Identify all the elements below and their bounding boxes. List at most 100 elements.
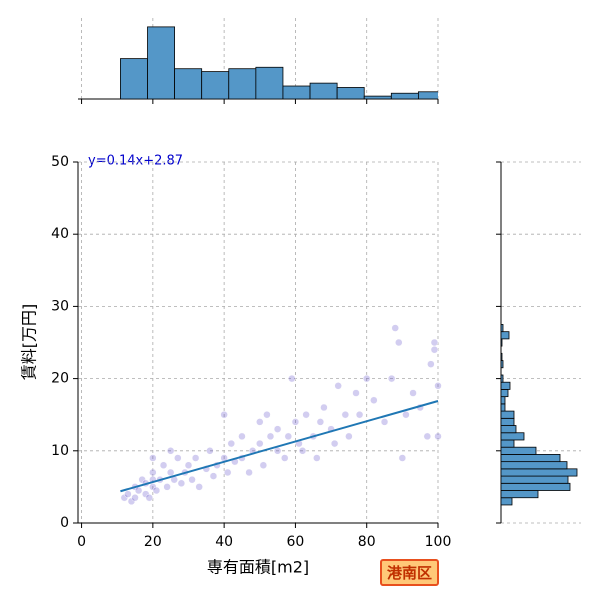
scatter-point: [149, 454, 157, 462]
scatter-point: [263, 410, 271, 419]
y-tick-label: 50: [51, 154, 69, 170]
scatter-point: [256, 439, 264, 448]
histogram-bar: [417, 91, 438, 100]
scatter-point: [256, 418, 264, 426]
scatter-point: [341, 410, 350, 419]
x-axis-label: 専有面積[m2]: [207, 558, 309, 577]
histogram-bar: [500, 482, 571, 491]
histogram-bar: [500, 490, 539, 499]
histogram-bar: [201, 71, 230, 100]
scatter-point: [380, 418, 389, 426]
histogram-bar: [500, 338, 503, 347]
scatter-point: [227, 439, 236, 448]
scatter-point: [280, 454, 289, 462]
scatter-point: [238, 432, 246, 441]
scatter-point: [273, 447, 282, 455]
scatter-point: [184, 461, 193, 469]
scatter-point: [159, 461, 168, 469]
histogram-bar: [500, 468, 578, 477]
y-tick-label: 30: [51, 298, 69, 314]
histogram-bar: [282, 85, 311, 100]
x-tick-label: 80: [358, 534, 376, 550]
scatter-point: [334, 382, 342, 390]
scatter-point: [313, 454, 321, 462]
histogram-bar: [120, 58, 148, 100]
scatter-point: [245, 468, 253, 477]
histogram-bar: [147, 26, 175, 100]
histogram-bar: [500, 461, 568, 470]
histogram-bar: [500, 410, 515, 419]
scatter-point: [291, 418, 300, 426]
histogram-bar: [500, 454, 561, 463]
histogram-bar: [500, 360, 504, 369]
scatter-point: [152, 486, 161, 495]
scatter-point: [395, 338, 403, 347]
histogram-bar: [500, 403, 506, 412]
scatter-point: [166, 447, 175, 455]
y-tick-label: 20: [51, 371, 69, 387]
scatter-point: [124, 490, 132, 498]
scatter-point: [423, 432, 432, 441]
scatter-point: [355, 410, 364, 419]
histogram-bar: [500, 389, 509, 398]
histogram-bar: [500, 439, 515, 448]
histogram-bar: [500, 497, 513, 506]
histogram-bar: [500, 324, 504, 333]
scatter-point: [188, 475, 196, 484]
histogram-bar: [390, 92, 419, 100]
scatter-point: [427, 360, 435, 368]
x-tick-label: 0: [77, 534, 86, 550]
scatter-point: [149, 468, 157, 477]
histogram-bar: [500, 446, 537, 455]
x-tick-label: 20: [144, 534, 162, 550]
histogram-bar: [500, 331, 510, 340]
scatter-point: [209, 472, 218, 480]
scatter-point: [298, 447, 307, 455]
x-tick-label: 40: [215, 534, 233, 550]
scatter-point: [434, 432, 442, 441]
scatter-point: [166, 468, 175, 477]
scatter-point: [266, 432, 275, 441]
histogram-bar: [500, 475, 569, 484]
scatter-point: [402, 410, 410, 419]
scatter-point: [316, 418, 325, 426]
scatter-point: [370, 396, 378, 405]
histogram: [120, 26, 438, 100]
histogram-bar: [500, 417, 515, 426]
y-axis-label: 賃料[万円]: [20, 304, 39, 381]
scatter-point: [220, 410, 228, 419]
regression-line: [120, 400, 439, 493]
scatter-point: [174, 454, 182, 462]
scatter-point: [352, 389, 360, 397]
scatter-point: [195, 483, 203, 491]
scatter-point: [345, 432, 353, 441]
scatter-point: [177, 479, 186, 488]
histogram-bar: [336, 87, 365, 100]
y-tick-label: 0: [60, 515, 69, 531]
histogram-bar: [363, 95, 392, 100]
scatter-point: [223, 468, 232, 477]
badge: 港南区: [380, 559, 440, 586]
scatter-point: [409, 389, 417, 397]
scatter-point: [191, 454, 200, 462]
scatter-point: [284, 432, 293, 441]
histogram-bar: [500, 396, 506, 405]
scatter-point: [430, 345, 439, 354]
scatter-point: [434, 382, 442, 390]
scatter-point: [430, 338, 439, 347]
scatter-point: [288, 374, 296, 383]
x-tick-label: 60: [287, 534, 305, 550]
histogram-bar: [228, 68, 257, 100]
scatter-point: [362, 374, 371, 383]
histogram-bar: [500, 374, 504, 383]
y-tick-label: 40: [51, 226, 69, 242]
scatter-point: [302, 410, 310, 419]
histogram-bar: [500, 352, 503, 361]
scatter-point: [320, 403, 328, 412]
scatter-point: [259, 461, 268, 469]
histogram-bar: [500, 432, 525, 441]
y-tick-label: 10: [51, 443, 69, 459]
scatter-point: [206, 447, 214, 455]
scatter-point: [273, 425, 282, 433]
